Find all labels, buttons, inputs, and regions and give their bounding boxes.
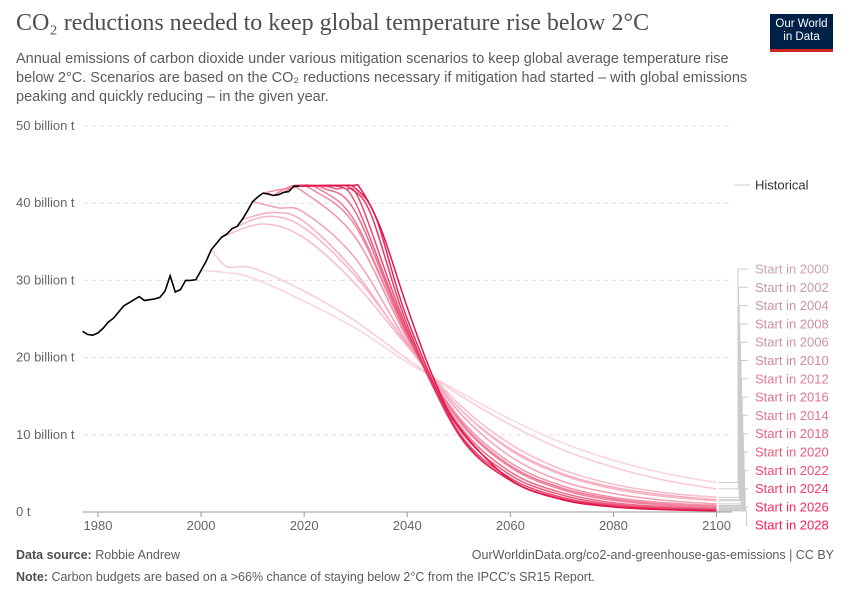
scenario-line-2000 — [200, 269, 717, 484]
scenario-line-2020 — [298, 184, 717, 511]
legend-label: Start in 2006 — [755, 335, 829, 350]
scenario-line-2006 — [231, 215, 717, 502]
chart-note: Note: Carbon budgets are based on a >66%… — [16, 570, 595, 584]
chart-title: CO₂ reductions needed to keep global tem… — [16, 10, 650, 36]
x-tick-label: 1980 — [84, 518, 113, 533]
data-source-label: Data source: — [16, 548, 92, 562]
legend-label: Start in 2024 — [755, 481, 829, 496]
x-tick-label: 2040 — [393, 518, 422, 533]
historical-line — [82, 185, 299, 337]
legend-label: Start in 2000 — [755, 262, 829, 277]
x-tick-label: 2100 — [702, 518, 731, 533]
legend-leader-line — [718, 378, 748, 506]
legend-leader-line — [718, 341, 748, 502]
legend-leader-line — [718, 414, 748, 508]
y-tick-label: 10 billion t — [16, 427, 75, 442]
legend-label: Start in 2012 — [755, 371, 829, 386]
legend-leader-line — [718, 451, 748, 510]
legend-leader-line — [718, 433, 748, 510]
scenario-line-2028 — [298, 184, 717, 512]
y-tick-label: 0 t — [16, 504, 31, 519]
scenario-line-2002 — [210, 249, 717, 490]
scenario-line-2014 — [272, 184, 717, 509]
scenario-line-2018 — [293, 184, 717, 510]
legend-label: Start in 2020 — [755, 445, 829, 460]
legend-leader-line — [718, 510, 748, 526]
legend-leader-line — [718, 360, 748, 505]
legend-leader-line — [718, 396, 748, 508]
x-tick-label: 2000 — [187, 518, 216, 533]
legend-label: Start in 2002 — [755, 280, 829, 295]
scenario-line-2004 — [221, 223, 717, 499]
legend-leader-line — [718, 268, 748, 484]
legend-label: Start in 2016 — [755, 390, 829, 405]
y-tick-label: 40 billion t — [16, 195, 75, 210]
x-tick-label: 2060 — [496, 518, 525, 533]
legend-label: Start in 2010 — [755, 353, 829, 368]
source-url-link[interactable]: OurWorldinData.org/co2-and-greenhouse-ga… — [471, 548, 834, 562]
legend-label-historical: Historical — [755, 178, 809, 193]
legend-label: Start in 2018 — [755, 426, 829, 441]
x-tick-label: 2080 — [599, 518, 628, 533]
chart-subtitle: Annual emissions of carbon dioxide under… — [16, 51, 748, 105]
data-source: Data source: Robbie Andrew — [16, 548, 180, 562]
legend-label: Start in 2026 — [755, 499, 829, 514]
data-source-value: Robbie Andrew — [95, 548, 180, 562]
legend-label: Start in 2022 — [755, 463, 829, 478]
legend-label: Start in 2004 — [755, 298, 829, 313]
owid-logo[interactable]: Our World in Data — [770, 14, 833, 52]
y-tick-label: 50 billion t — [16, 118, 75, 133]
legend-label: Start in 2008 — [755, 316, 829, 331]
legend-label: Start in 2014 — [755, 408, 829, 423]
y-tick-label: 20 billion t — [16, 350, 75, 365]
y-tick-label: 30 billion t — [16, 272, 75, 287]
scenario-line-2010 — [252, 200, 717, 505]
x-tick-label: 2020 — [290, 518, 319, 533]
legend-leader-line — [718, 286, 748, 490]
scenario-line-2012 — [262, 186, 717, 507]
note-label: Note: — [16, 570, 48, 584]
scenario-line-2016 — [283, 184, 717, 508]
legend-leader-line — [718, 323, 748, 501]
note-text: Carbon budgets are based on a >66% chanc… — [51, 570, 595, 584]
legend-leader-line — [718, 305, 748, 498]
legend-label: Start in 2028 — [755, 518, 829, 533]
